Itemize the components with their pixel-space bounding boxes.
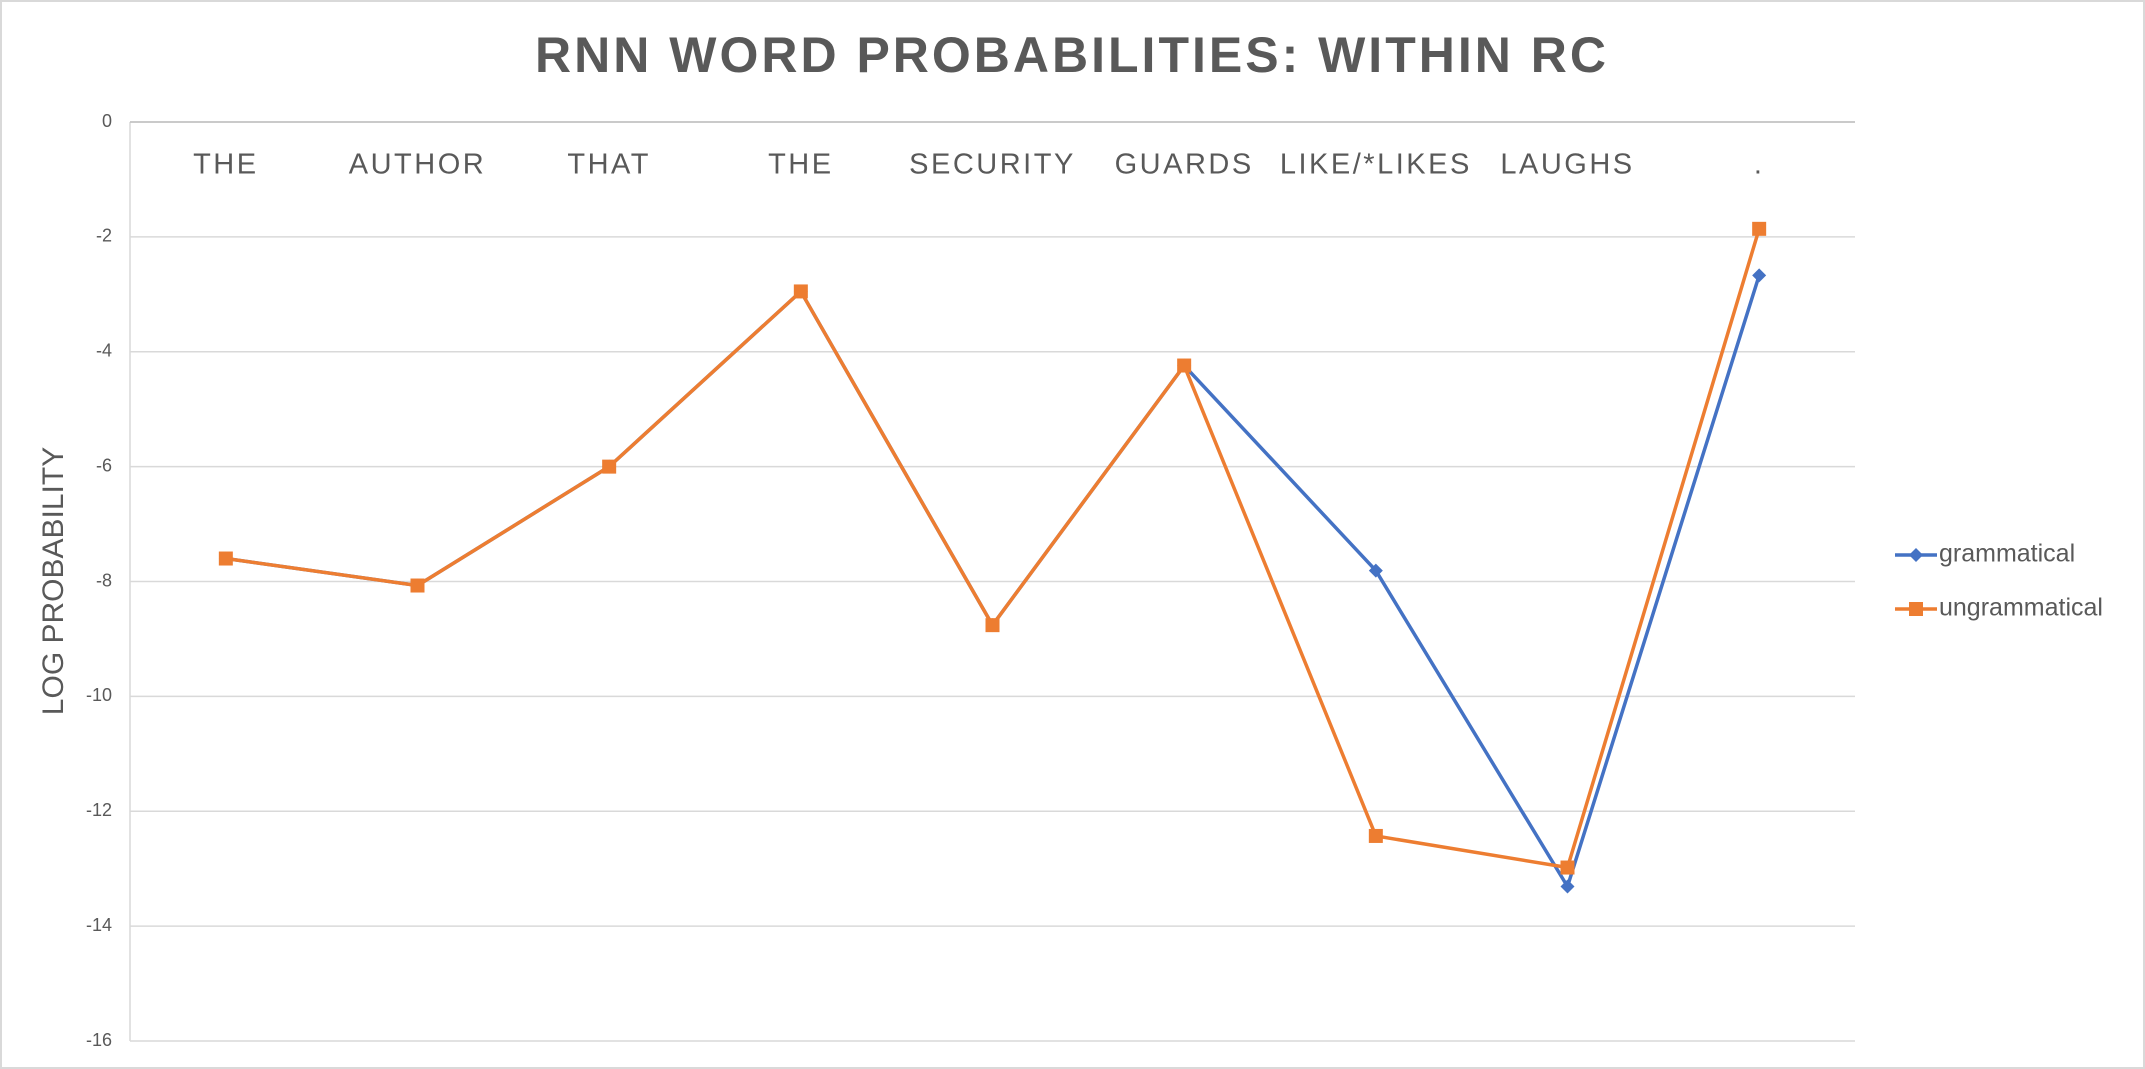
y-tick-label: -8 <box>96 570 112 590</box>
x-tick-label: THE <box>193 149 259 181</box>
y-tick-label: -14 <box>86 915 112 935</box>
y-tick-label: -12 <box>86 800 112 820</box>
legend-label: grammatical <box>1939 540 2075 568</box>
x-tick-label: LIKE/*LIKES <box>1280 149 1472 181</box>
data-point <box>218 551 233 566</box>
legend-label: ungrammatical <box>1939 594 2103 622</box>
x-tick-label: . <box>1754 149 1765 181</box>
y-axis-label: LOG PROBABILITY <box>37 447 70 715</box>
y-tick-label: -16 <box>86 1030 112 1050</box>
data-point <box>410 578 425 593</box>
data-point <box>1752 268 1767 283</box>
y-tick-label: -4 <box>96 341 112 361</box>
data-point <box>1368 563 1383 578</box>
data-point <box>1560 879 1575 894</box>
data-point <box>1909 602 1923 616</box>
x-tick-label: GUARDS <box>1115 149 1254 181</box>
y-tick-label: -2 <box>96 226 112 246</box>
data-point <box>1177 358 1192 373</box>
x-tick-label: LAUGHS <box>1500 149 1634 181</box>
chart-title: RNN WORD PROBABILITIES: WITHIN RC <box>535 27 1609 83</box>
data-point <box>1752 221 1767 236</box>
x-tick-label: THAT <box>567 149 651 181</box>
y-tick-label: -6 <box>96 455 112 475</box>
data-point <box>1909 548 1923 562</box>
y-tick-label: 0 <box>102 111 112 131</box>
data-point <box>793 284 808 299</box>
x-tick-label: AUTHOR <box>349 149 486 181</box>
data-point <box>1368 828 1383 843</box>
x-tick-label: THE <box>768 149 834 181</box>
data-point <box>602 459 617 474</box>
y-tick-label: -10 <box>86 685 112 705</box>
x-tick-label: SECURITY <box>909 149 1076 181</box>
data-point <box>985 618 1000 633</box>
data-point <box>1560 860 1575 875</box>
